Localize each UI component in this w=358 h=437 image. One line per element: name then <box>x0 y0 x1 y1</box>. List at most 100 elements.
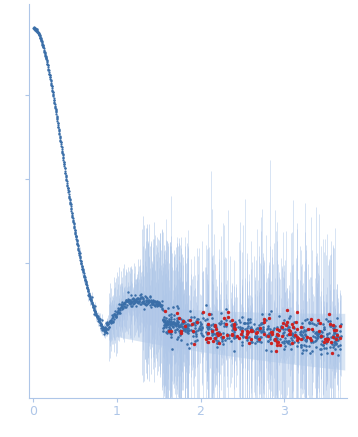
Point <box>318 346 324 353</box>
Point <box>60 155 66 162</box>
Point <box>204 316 210 323</box>
Point <box>166 319 171 326</box>
Point <box>175 315 180 322</box>
Point <box>105 321 111 328</box>
Point <box>181 323 187 329</box>
Point <box>279 323 285 330</box>
Point <box>74 237 80 244</box>
Point <box>331 325 337 332</box>
Point <box>170 319 176 326</box>
Point <box>223 321 229 328</box>
Point <box>317 346 323 353</box>
Point <box>257 336 262 343</box>
Point <box>35 29 41 36</box>
Point <box>281 329 287 336</box>
Point <box>219 334 225 341</box>
Point <box>226 334 232 341</box>
Point <box>281 317 287 324</box>
Point <box>267 326 273 333</box>
Point <box>91 305 97 312</box>
Point <box>80 267 86 274</box>
Point <box>324 338 330 345</box>
Point <box>126 299 132 306</box>
Point <box>315 331 320 338</box>
Point <box>122 299 128 306</box>
Point <box>61 161 67 168</box>
Point <box>320 320 326 327</box>
Point <box>162 319 168 326</box>
Point <box>249 325 255 332</box>
Point <box>142 301 148 308</box>
Point <box>170 319 175 326</box>
Point <box>112 310 118 317</box>
Point <box>160 316 166 323</box>
Point <box>160 316 166 323</box>
Point <box>64 181 70 188</box>
Point <box>285 307 290 314</box>
Point <box>168 330 174 337</box>
Point <box>32 25 38 32</box>
Point <box>316 330 322 337</box>
Point <box>209 331 214 338</box>
Point <box>258 333 263 340</box>
Point <box>218 320 224 327</box>
Point <box>53 109 59 116</box>
Point <box>187 307 193 314</box>
Point <box>160 316 166 323</box>
Point <box>263 332 269 339</box>
Point <box>83 278 88 285</box>
Point <box>258 325 263 332</box>
Point <box>96 317 102 324</box>
Point <box>173 320 179 327</box>
Point <box>178 321 184 328</box>
Point <box>41 45 47 52</box>
Point <box>59 144 64 151</box>
Point <box>139 298 145 305</box>
Point <box>210 321 216 328</box>
Point <box>320 342 326 349</box>
Point <box>56 128 62 135</box>
Point <box>169 320 174 327</box>
Point <box>82 277 88 284</box>
Point <box>84 283 90 290</box>
Point <box>57 134 63 141</box>
Point <box>87 293 92 300</box>
Point <box>334 331 340 338</box>
Point <box>145 299 151 306</box>
Point <box>193 317 199 324</box>
Point <box>168 316 173 323</box>
Point <box>238 330 244 337</box>
Point <box>295 335 301 342</box>
Point <box>65 184 71 191</box>
Point <box>169 321 175 328</box>
Point <box>324 330 329 337</box>
Point <box>166 323 172 330</box>
Point <box>276 312 282 319</box>
Point <box>137 294 143 301</box>
Point <box>42 50 48 57</box>
Point <box>256 335 262 342</box>
Point <box>314 328 320 335</box>
Point <box>57 134 63 141</box>
Point <box>86 291 92 298</box>
Point <box>321 325 326 332</box>
Point <box>260 324 266 331</box>
Point <box>260 319 265 326</box>
Point <box>37 31 43 38</box>
Point <box>301 341 307 348</box>
Point <box>72 227 77 234</box>
Point <box>97 320 103 327</box>
Point <box>294 343 299 350</box>
Point <box>208 334 213 341</box>
Point <box>36 29 42 36</box>
Point <box>107 318 113 325</box>
Point <box>231 334 237 341</box>
Point <box>34 27 39 34</box>
Point <box>180 326 185 333</box>
Point <box>188 340 194 347</box>
Point <box>199 332 204 339</box>
Point <box>331 339 337 346</box>
Point <box>268 307 274 314</box>
Point <box>171 320 177 327</box>
Point <box>33 24 38 31</box>
